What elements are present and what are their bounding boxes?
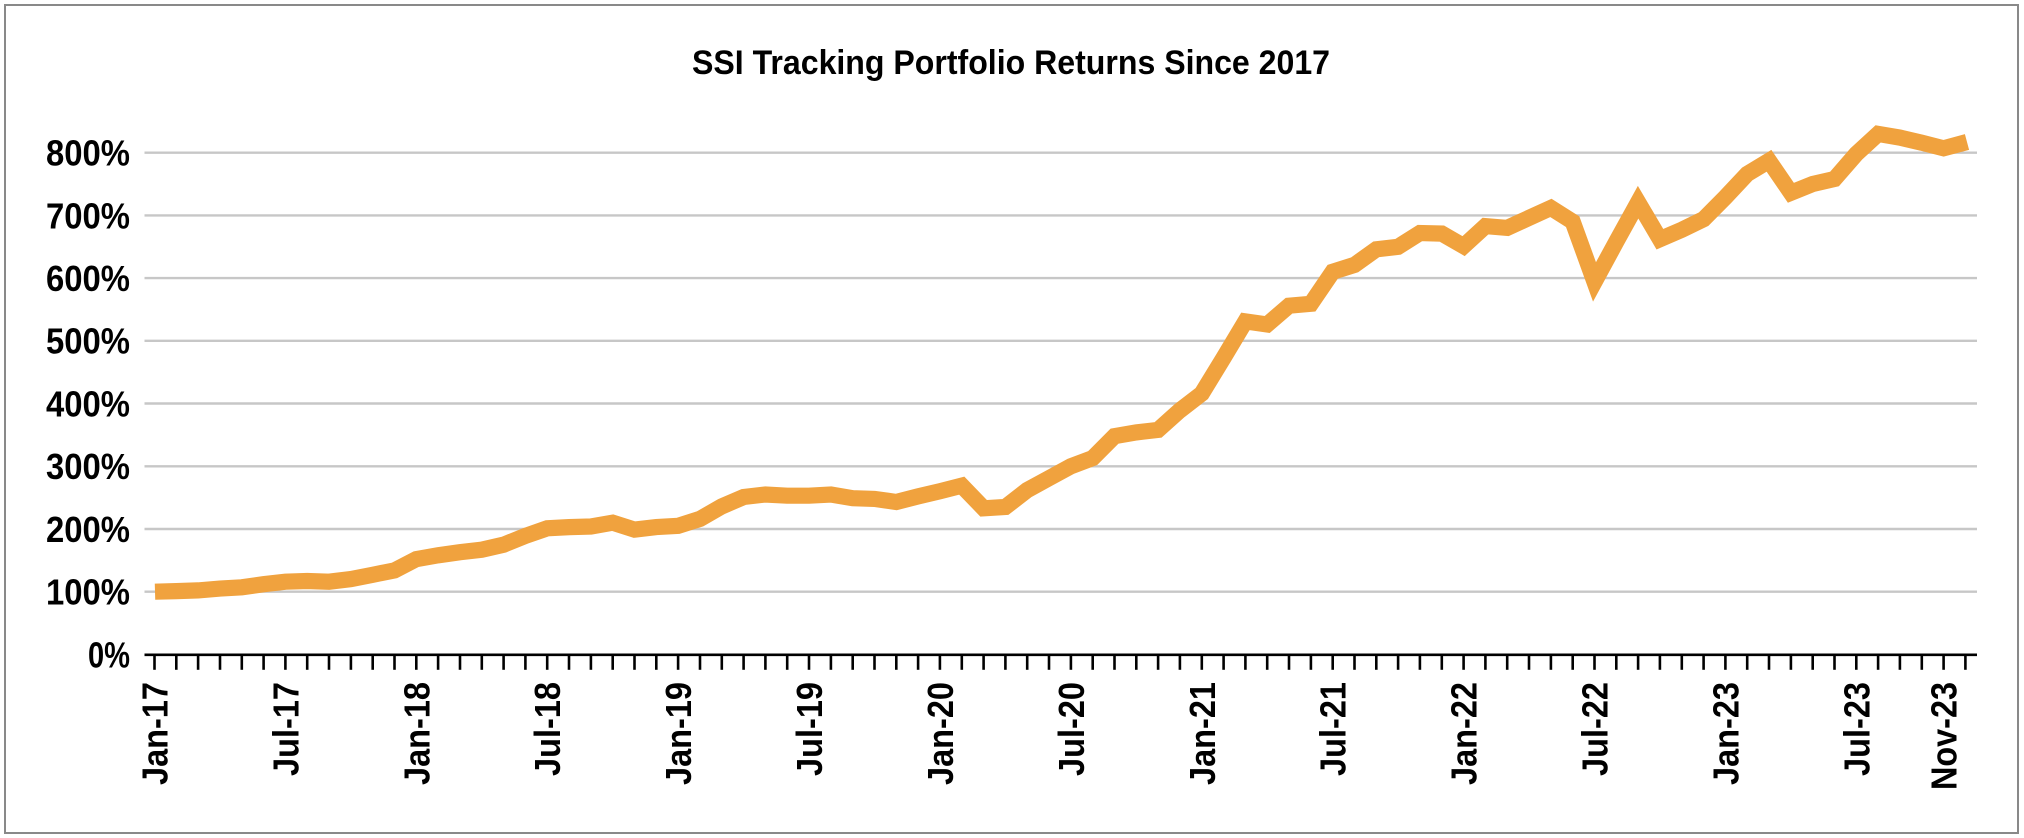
svg-text:800%: 800% xyxy=(46,133,130,174)
svg-text:300%: 300% xyxy=(46,446,130,487)
svg-text:Jan-22: Jan-22 xyxy=(1444,682,1485,785)
svg-text:Jul-19: Jul-19 xyxy=(789,682,830,776)
svg-text:200%: 200% xyxy=(46,509,130,550)
svg-text:600%: 600% xyxy=(46,258,130,299)
svg-text:700%: 700% xyxy=(46,195,130,236)
svg-text:500%: 500% xyxy=(46,321,130,362)
svg-text:Jan-21: Jan-21 xyxy=(1182,682,1223,785)
svg-text:Jul-22: Jul-22 xyxy=(1575,682,1616,776)
svg-text:0%: 0% xyxy=(88,634,130,675)
svg-text:Jan-23: Jan-23 xyxy=(1705,682,1746,785)
svg-text:Jan-19: Jan-19 xyxy=(658,682,699,785)
svg-text:Jan-17: Jan-17 xyxy=(135,682,176,785)
svg-text:Jan-18: Jan-18 xyxy=(396,682,437,785)
svg-text:SSI Tracking Portfolio Returns: SSI Tracking Portfolio Returns Since 201… xyxy=(692,44,1330,82)
svg-text:Jul-20: Jul-20 xyxy=(1051,682,1092,776)
svg-text:Nov-23: Nov-23 xyxy=(1924,682,1965,790)
svg-text:Jul-18: Jul-18 xyxy=(527,682,568,776)
svg-text:Jan-20: Jan-20 xyxy=(920,682,961,785)
svg-text:Jul-21: Jul-21 xyxy=(1313,682,1354,776)
svg-text:Jul-17: Jul-17 xyxy=(265,682,306,776)
svg-text:400%: 400% xyxy=(46,383,130,424)
svg-text:Jul-23: Jul-23 xyxy=(1836,682,1877,776)
svg-text:100%: 100% xyxy=(46,572,130,613)
